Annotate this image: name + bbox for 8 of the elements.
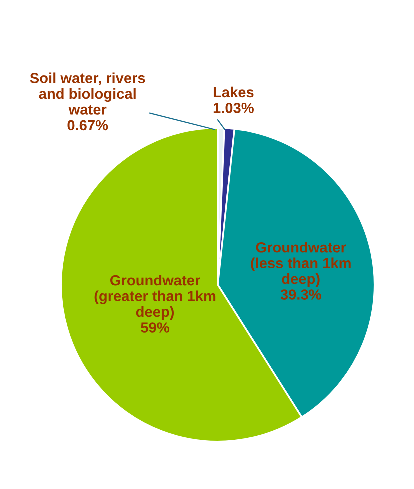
data-label: 1.03% bbox=[214, 102, 254, 114]
slice-label: Soil water, rivers and biological water bbox=[30, 72, 146, 115]
data-label: 0.67% bbox=[68, 120, 108, 131]
data-label: 39.3% bbox=[280, 290, 322, 300]
slice-label: Lakes bbox=[214, 86, 254, 98]
slice-label: Groundwater (less than 1km deep) bbox=[251, 242, 351, 288]
slice-label: Groundwater (greater than 1km deep) bbox=[94, 274, 216, 320]
data-label: 59% bbox=[141, 322, 170, 333]
